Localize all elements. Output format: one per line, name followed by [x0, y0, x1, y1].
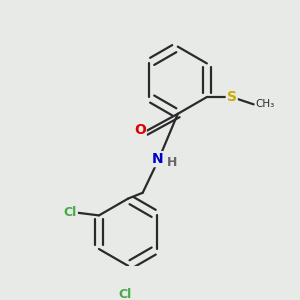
Text: CH₃: CH₃: [255, 99, 274, 109]
Text: N: N: [152, 152, 163, 166]
Text: O: O: [134, 123, 146, 137]
Text: S: S: [227, 90, 237, 104]
Text: Cl: Cl: [118, 288, 132, 300]
Text: Cl: Cl: [64, 206, 77, 219]
Text: H: H: [167, 156, 177, 169]
